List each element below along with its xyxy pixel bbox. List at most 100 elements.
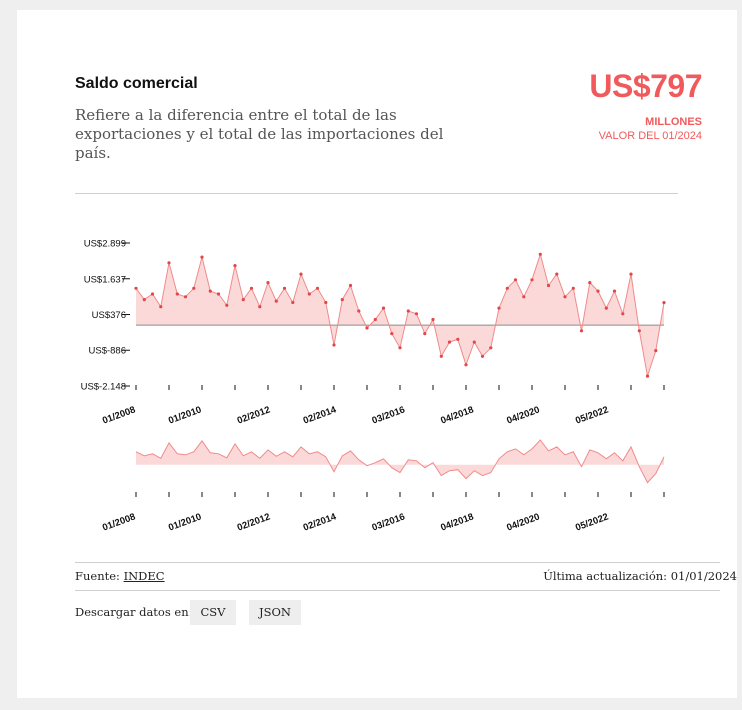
- data-point: [390, 332, 394, 336]
- data-point: [233, 264, 237, 268]
- data-point: [150, 292, 155, 296]
- data-point: [134, 286, 138, 290]
- data-point: [604, 306, 608, 310]
- navigator-tick-label: 02/2012: [236, 511, 272, 533]
- data-point: [266, 281, 270, 285]
- data-point: [299, 272, 303, 276]
- trade-balance-chart[interactable]: US$2.899 US$1.637 US$376 US$-886 US$-2.148 01…: [0, 0, 742, 560]
- data-point: [142, 298, 146, 302]
- data-point: [629, 272, 633, 276]
- data-point: [579, 329, 584, 333]
- x-tick-label: 02/2012: [236, 404, 272, 426]
- data-point: [216, 292, 221, 296]
- data-point: [348, 283, 353, 288]
- navigator-tick-label: 01/2008: [101, 511, 137, 533]
- data-point: [381, 306, 386, 310]
- data-point: [340, 298, 344, 302]
- y-tick-label: US$-886: [89, 346, 127, 357]
- data-point: [192, 286, 196, 290]
- navigator-tick-label: 04/2020: [505, 511, 541, 533]
- data-point: [456, 337, 460, 341]
- data-point: [571, 286, 575, 290]
- data-point: [365, 326, 369, 330]
- data-point: [497, 306, 501, 310]
- value-date: VALOR DEL 01/2024: [598, 130, 702, 142]
- data-point: [546, 283, 551, 288]
- data-point: [167, 261, 171, 265]
- x-tick-label: 01/2008: [101, 404, 137, 426]
- source-link[interactable]: INDEC: [123, 569, 165, 583]
- data-point: [208, 289, 212, 293]
- footer-divider-top: [75, 562, 720, 563]
- source-note: Fuente: INDEC: [75, 569, 165, 583]
- data-point: [307, 292, 311, 296]
- data-point: [522, 295, 526, 299]
- data-point: [175, 292, 179, 296]
- navigator-tick-label: 02/2014: [302, 511, 339, 533]
- x-tick-label: 01/2010: [167, 404, 203, 426]
- x-tick-label: 03/2016: [370, 404, 406, 426]
- data-point: [324, 300, 328, 305]
- chart-title: Saldo comercial: [75, 75, 198, 92]
- data-point: [183, 295, 188, 299]
- data-point: [555, 272, 559, 276]
- data-point: [258, 305, 262, 309]
- data-point: [291, 300, 295, 305]
- data-point: [588, 281, 592, 285]
- data-point: [505, 286, 509, 290]
- data-point: [423, 332, 427, 336]
- data-point: [414, 312, 419, 316]
- data-point: [645, 374, 650, 378]
- download-csv-button[interactable]: CSV: [190, 600, 236, 625]
- data-point: [398, 346, 402, 350]
- data-point: [274, 299, 278, 303]
- data-point: [406, 309, 410, 313]
- download-json-button[interactable]: JSON: [249, 600, 301, 625]
- data-point: [621, 312, 625, 316]
- data-point: [538, 252, 542, 256]
- navigator-line: [135, 439, 665, 484]
- data-point: [489, 346, 493, 350]
- data-point: [315, 286, 320, 290]
- data-point: [472, 340, 476, 344]
- footer-divider-bottom: [75, 590, 720, 591]
- data-point: [439, 354, 443, 358]
- data-point: [373, 317, 377, 322]
- data-point: [612, 289, 617, 293]
- data-point: [637, 329, 641, 333]
- download-label: Descargar datos en:: [75, 605, 193, 619]
- y-tick-label: US$1.637: [84, 274, 126, 285]
- data-point: [464, 363, 468, 367]
- chart-description: Refiere a la diferencia entre el total d…: [75, 106, 444, 162]
- navigator-tick-label: 03/2016: [370, 511, 406, 533]
- data-point: [282, 286, 287, 290]
- data-point: [563, 295, 567, 299]
- y-tick-label: US$2.899: [84, 239, 126, 250]
- last-updated: Última actualización: 01/01/2024: [543, 569, 737, 583]
- data-point: [662, 301, 666, 305]
- series-area: [136, 254, 664, 377]
- navigator-tick-label: 01/2010: [167, 511, 203, 533]
- chart-card: [17, 10, 737, 698]
- x-tick-label: 05/2022: [574, 404, 610, 426]
- data-point: [431, 317, 435, 322]
- y-tick-label: US$376: [92, 310, 126, 321]
- data-point: [332, 343, 336, 347]
- data-point: [596, 289, 600, 293]
- data-point: [357, 309, 361, 313]
- data-point: [530, 278, 534, 282]
- x-tick-label: 04/2018: [439, 404, 475, 426]
- data-point: [654, 349, 658, 353]
- value-unit: MILLONES: [645, 116, 702, 128]
- source-label: Fuente:: [75, 569, 124, 583]
- data-point: [249, 286, 254, 290]
- data-point: [225, 303, 229, 307]
- data-point: [480, 354, 485, 358]
- data-point: [159, 305, 163, 309]
- y-tick-label: US$-2.148: [81, 382, 126, 393]
- data-point: [447, 340, 452, 344]
- x-tick-label: 02/2014: [302, 404, 339, 426]
- data-point: [241, 298, 245, 302]
- navigator-tick-label: 05/2022: [574, 511, 610, 533]
- navigator-area: [136, 440, 664, 483]
